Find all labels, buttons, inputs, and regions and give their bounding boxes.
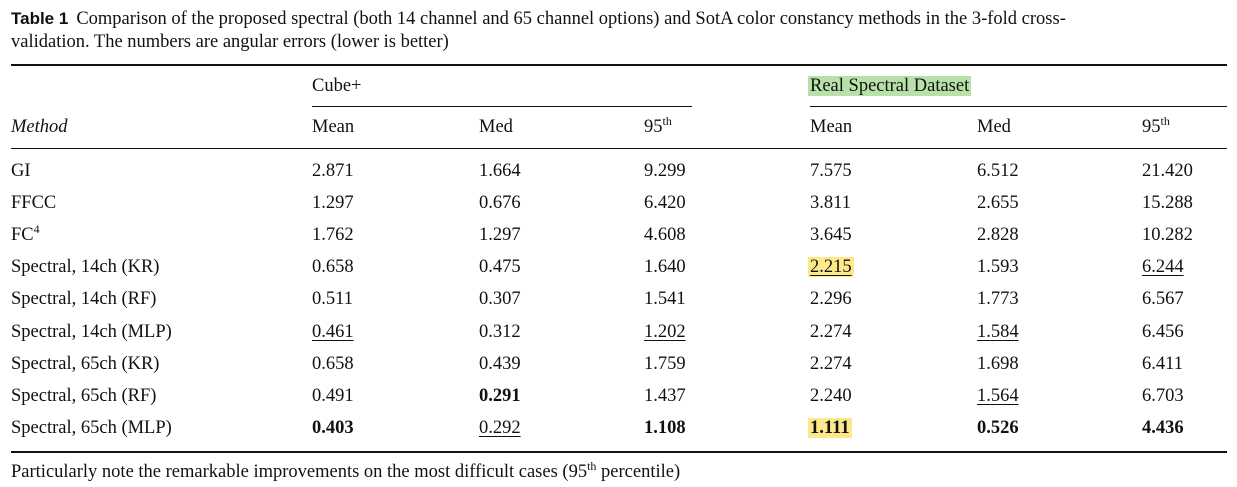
group-header-cube: Cube+ — [312, 76, 362, 96]
table-cell: 0.292 — [479, 418, 521, 438]
bottom-rule — [11, 451, 1227, 453]
table-cell: 0.511 — [312, 289, 353, 309]
table-cell: 1.698 — [977, 354, 1019, 374]
table-caption: Table 1 Comparison of the proposed spectr… — [11, 7, 1227, 54]
table-cell: 0.403 — [312, 418, 354, 438]
table-cell: 0.676 — [479, 193, 521, 213]
group-rule-cube — [312, 106, 692, 107]
method-name: Spectral, 14ch (MLP) — [11, 322, 172, 342]
table-cell: 15.288 — [1142, 193, 1193, 213]
method-name: GI — [11, 161, 31, 181]
table-cell: 9.299 — [644, 161, 686, 181]
table-cell: 0.658 — [312, 354, 354, 374]
table-cell: 7.575 — [810, 161, 852, 181]
table-cell: 4.436 — [1142, 418, 1184, 438]
table-cell: 6.703 — [1142, 386, 1184, 406]
table-cell: 6.420 — [644, 193, 686, 213]
table-cell: 1.541 — [644, 289, 686, 309]
results-table: Cube+ Real Spectral Dataset Method Mean M… — [11, 0, 1227, 487]
top-rule — [11, 64, 1227, 66]
table-cell: 0.291 — [479, 386, 521, 406]
table-cell: 1.437 — [644, 386, 686, 406]
group-rule-real — [810, 106, 1227, 107]
table-cell: 2.828 — [977, 225, 1019, 245]
table-cell: 0.475 — [479, 257, 521, 277]
table-cell: 0.439 — [479, 354, 521, 374]
table-cell: 1.297 — [312, 193, 354, 213]
method-name: Spectral, 65ch (RF) — [11, 386, 157, 406]
method-name: FFCC — [11, 193, 57, 213]
table-cell: 2.274 — [810, 322, 852, 342]
table-cell: 1.584 — [977, 322, 1019, 342]
caption-label: Table 1 — [11, 9, 69, 28]
table-cell: 0.307 — [479, 289, 521, 309]
table-cell: 0.491 — [312, 386, 354, 406]
column-header-95th: 95th — [644, 113, 672, 137]
table-cell: 2.215 — [808, 257, 854, 277]
table-cell: 0.658 — [312, 257, 354, 277]
column-header-med: Med — [977, 117, 1011, 137]
table-cell: 1.773 — [977, 289, 1019, 309]
column-header-med: Med — [479, 117, 513, 137]
table-cell: 1.297 — [479, 225, 521, 245]
table-cell: 10.282 — [1142, 225, 1193, 245]
caption-line-1: Comparison of the proposed spectral (bot… — [76, 9, 1066, 29]
header-rule — [11, 148, 1227, 149]
table-cell: 2.871 — [312, 161, 354, 181]
table-cell: 1.202 — [644, 322, 686, 342]
method-name: FC4 — [11, 221, 40, 245]
table-cell: 1.593 — [977, 257, 1019, 277]
table-footnote: Particularly note the remarkable improve… — [11, 458, 681, 483]
footnote-text: Particularly note the remarkable improve… — [11, 462, 588, 482]
table-cell: 1.762 — [312, 225, 354, 245]
table-cell: 6.244 — [1142, 257, 1184, 277]
table-cell: 1.640 — [644, 257, 686, 277]
table-cell: 6.512 — [977, 161, 1019, 181]
column-header-95th: 95th — [1142, 113, 1170, 137]
table-figure: Table 1 Comparison of the proposed spectr… — [11, 0, 1227, 54]
footnote-text-end: percentile) — [596, 462, 681, 482]
table-cell: 6.456 — [1142, 322, 1184, 342]
table-cell: 3.645 — [810, 225, 852, 245]
table-cell: 1.664 — [479, 161, 521, 181]
group-header-real: Real Spectral Dataset — [808, 76, 972, 96]
method-name: Spectral, 65ch (KR) — [11, 354, 160, 374]
table-cell: 0.526 — [977, 418, 1019, 438]
column-header-method: Method — [11, 117, 68, 137]
method-name: Spectral, 65ch (MLP) — [11, 418, 172, 438]
table-cell: 6.411 — [1142, 354, 1183, 374]
caption-line-2: validation. The numbers are angular erro… — [11, 32, 449, 52]
method-name: Spectral, 14ch (RF) — [11, 289, 157, 309]
table-cell: 1.108 — [644, 418, 686, 438]
table-cell: 2.240 — [810, 386, 852, 406]
table-cell: 1.759 — [644, 354, 686, 374]
table-cell: 3.811 — [810, 193, 851, 213]
column-header-mean: Mean — [312, 117, 355, 137]
table-cell: 2.655 — [977, 193, 1019, 213]
column-header-mean: Mean — [810, 117, 853, 137]
table-cell: 21.420 — [1142, 161, 1193, 181]
table-cell: 2.274 — [810, 354, 852, 374]
method-name: Spectral, 14ch (KR) — [11, 257, 160, 277]
footnote-superscript: th — [587, 458, 597, 473]
table-cell: 0.461 — [312, 322, 354, 342]
table-cell: 1.111 — [808, 418, 852, 438]
table-cell: 6.567 — [1142, 289, 1184, 309]
table-cell: 2.296 — [810, 289, 852, 309]
table-cell: 1.564 — [977, 386, 1019, 406]
table-cell: 4.608 — [644, 225, 686, 245]
table-cell: 0.312 — [479, 322, 521, 342]
